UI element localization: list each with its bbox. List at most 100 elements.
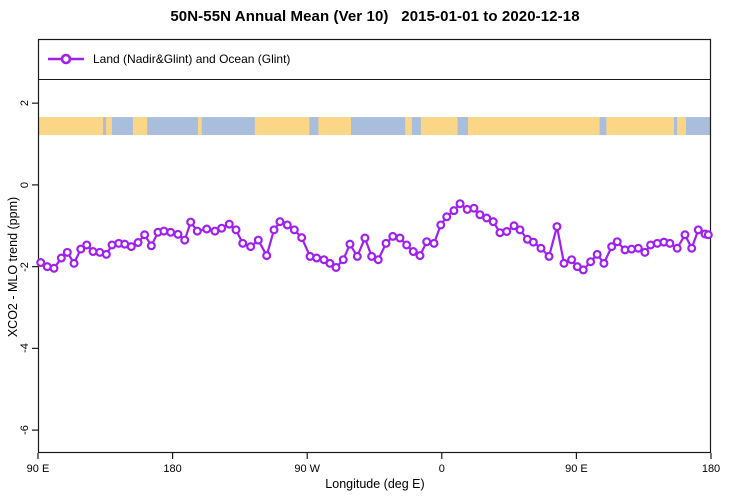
series-marker (381, 238, 391, 248)
series-marker (436, 220, 446, 230)
series-marker (612, 237, 622, 247)
legend: Land (Nadir&Glint) and Ocean (Glint) (38, 39, 711, 79)
series-marker (338, 255, 348, 265)
series-marker (36, 258, 46, 268)
series-marker (269, 225, 279, 235)
legend-marker-icon (48, 53, 84, 65)
series-marker (76, 244, 86, 254)
series-marker (607, 242, 617, 252)
series-marker (289, 225, 299, 235)
series-marker (395, 233, 405, 243)
x-tick-label: 90 E (565, 463, 588, 475)
series-marker (275, 217, 285, 227)
map-strip-land-segment (420, 117, 675, 136)
series-marker (502, 226, 512, 236)
map-strip-land-segment (198, 117, 202, 136)
series-marker (253, 235, 263, 245)
series-marker (482, 213, 492, 223)
series-marker (166, 227, 176, 237)
series-marker (640, 247, 650, 257)
series-marker (672, 243, 682, 253)
map-strip-ocean-notch (309, 117, 319, 136)
y-axis-title: XCO2 - MLO trend (ppm) (6, 196, 20, 338)
series-marker (455, 199, 465, 209)
map-strip-land-segment (677, 117, 687, 136)
series-marker (429, 238, 439, 248)
series-marker (544, 251, 554, 261)
series-marker (312, 253, 322, 263)
series-marker (509, 221, 519, 231)
series-marker (238, 238, 248, 248)
x-tick-label: 180 (163, 463, 182, 475)
map-strip-ocean-notch (457, 117, 468, 136)
series-marker (331, 262, 341, 272)
map-strip-land-segment (106, 117, 113, 136)
series-marker (202, 224, 212, 234)
series-marker (101, 249, 111, 259)
series-marker (515, 225, 525, 235)
series-marker (146, 241, 156, 251)
map-strip-land-segment (38, 117, 104, 136)
series-marker (224, 219, 234, 229)
series-marker (442, 212, 452, 222)
series-marker (567, 255, 577, 265)
map-strip-ocean-notch (599, 117, 607, 136)
series-marker (159, 226, 169, 236)
y-tick-label: 0 (19, 181, 31, 188)
x-tick-label: 90 E (26, 463, 50, 475)
series-marker (415, 251, 425, 261)
plot-frame (37, 38, 712, 454)
series-marker (687, 243, 697, 253)
series-marker (360, 233, 370, 243)
series-marker (192, 226, 202, 236)
series-marker (133, 238, 143, 248)
series-marker (246, 242, 256, 252)
series-marker (488, 217, 498, 227)
series-marker (578, 265, 588, 275)
x-tick-label: 180 (701, 463, 721, 475)
series-marker (126, 242, 136, 252)
series-marker (186, 217, 196, 227)
series-marker (462, 204, 472, 214)
series-marker (352, 251, 362, 261)
series-marker (469, 203, 479, 213)
map-strip-land-segment (132, 117, 148, 136)
series-marker (680, 230, 690, 240)
map-strip-ocean-notch (674, 117, 678, 136)
x-tick-label: 0 (438, 463, 445, 475)
series-marker (633, 243, 643, 253)
series-marker (402, 240, 412, 250)
y-tick-label: -2 (19, 261, 31, 272)
series-marker (367, 251, 377, 261)
series-marker (475, 210, 485, 220)
series-marker (592, 249, 602, 259)
series-marker (552, 222, 562, 232)
map-strip-land-segment (254, 117, 352, 136)
series-marker (599, 258, 609, 268)
y-tick-label: 2 (19, 100, 31, 107)
series-marker (69, 258, 79, 268)
legend-label: Land (Nadir&Glint) and Ocean (Glint) (93, 52, 291, 66)
series-marker (173, 229, 183, 239)
series-marker (528, 237, 538, 247)
series-marker (82, 240, 92, 250)
y-tick-label: -6 (19, 425, 31, 435)
series-marker (408, 247, 418, 257)
series-marker (62, 247, 72, 257)
series-marker (180, 235, 190, 245)
map-strip-land-segment (405, 117, 412, 136)
series-marker (262, 251, 272, 261)
series-marker (536, 243, 546, 253)
series-marker (495, 228, 505, 238)
series-marker (559, 258, 569, 268)
y-tick-label: -4 (19, 343, 31, 354)
series-marker (56, 253, 66, 263)
series-marker (703, 230, 713, 240)
x-tick-label: 90 W (294, 463, 321, 475)
series-marker (297, 233, 307, 243)
series-marker (49, 263, 59, 273)
series-marker (449, 206, 459, 216)
series-marker (282, 220, 292, 230)
